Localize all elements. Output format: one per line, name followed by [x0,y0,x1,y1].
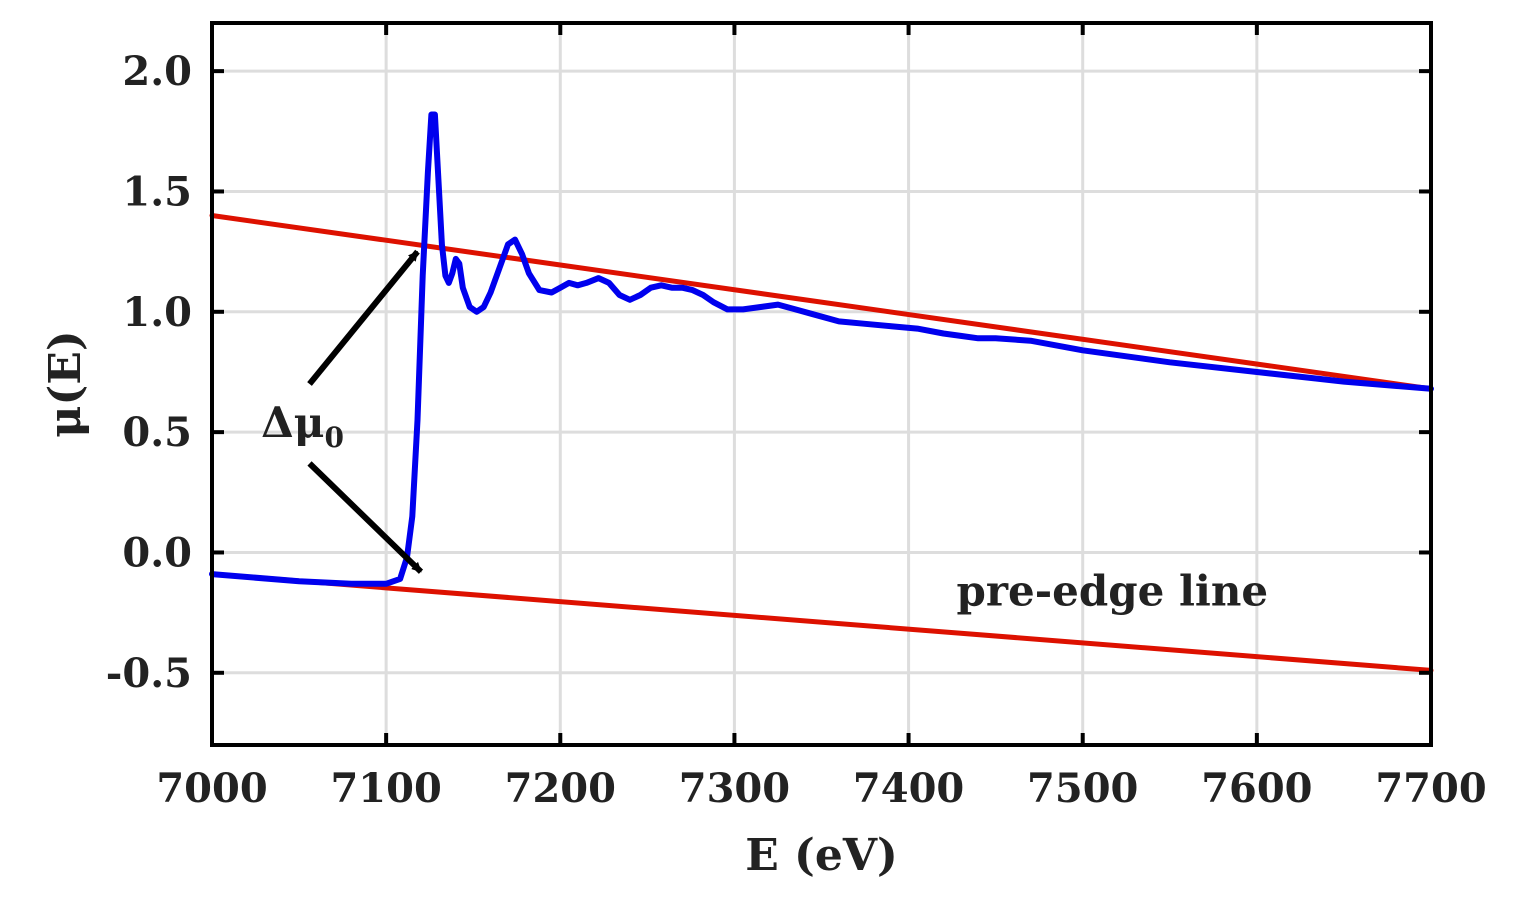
ticks [210,23,1433,745]
y-tick-label: 2.0 [122,48,192,95]
post-edge-line-series [209,213,1434,392]
y-axis-title: μ(E) [40,330,91,437]
delta-mu-label: Δμ0 [261,398,344,454]
x-tick-label: 7400 [853,765,964,812]
x-tick-label: 7300 [679,765,790,812]
series-layer [209,111,1434,673]
x-tick-label: 7700 [1375,765,1486,812]
delta-mu-main: Δμ [261,398,324,447]
y-tick-label: -0.5 [106,650,192,697]
grid [210,23,1433,745]
y-tick-label: 0.0 [122,529,192,576]
x-tick-label: 7500 [1027,765,1138,812]
x-tick-label: 7600 [1201,765,1312,812]
y-tick-label: 1.5 [122,168,192,215]
x-tick-label: 7200 [505,765,616,812]
spectrum-series [209,111,1434,587]
annotations: Δμ0 pre-edge line [261,249,1269,615]
y-tick-label: 0.5 [122,409,192,456]
pre-edge-line-series [209,571,1434,673]
arrow-to-post-edge [307,249,420,386]
x-tick-labels: 7000 7100 7200 7300 7400 7500 7600 7700 [156,765,1486,812]
arrow-to-pre-edge [307,461,424,574]
y-tick-label: 1.0 [122,289,192,336]
plot-frame [210,21,1433,747]
y-tick-labels: 2.0 1.5 1.0 0.5 0.0 -0.5 [106,48,192,697]
delta-mu-subscript: 0 [324,421,343,454]
pre-edge-label: pre-edge line [957,566,1269,615]
x-tick-label: 7100 [330,765,441,812]
x-tick-label: 7000 [156,765,267,812]
x-axis-title: E (eV) [745,830,898,881]
